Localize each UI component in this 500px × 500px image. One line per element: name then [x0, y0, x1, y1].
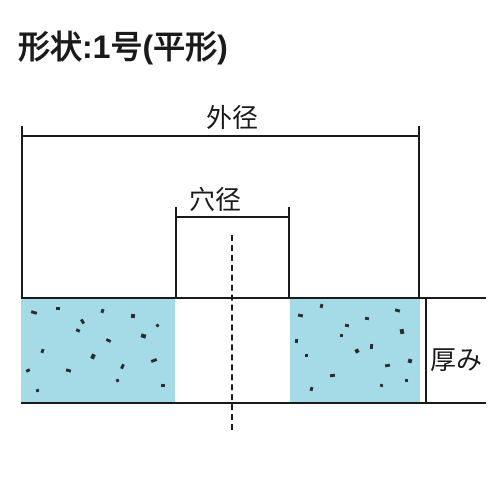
speckle — [100, 309, 104, 314]
bore-diameter-label: 穴径 — [189, 180, 241, 217]
speckle — [106, 338, 112, 343]
speckle — [80, 319, 85, 325]
speckle — [365, 317, 369, 321]
speckle — [56, 307, 60, 310]
speckle — [310, 387, 314, 392]
speckle — [395, 308, 401, 312]
speckle — [120, 364, 125, 370]
bore-ext-left — [175, 216, 177, 297]
outer-dim-line — [21, 135, 420, 137]
wheel-section-left — [21, 299, 175, 402]
bore-ext-right — [288, 216, 290, 297]
centerline — [231, 235, 233, 430]
speckle — [408, 359, 413, 364]
speckle — [151, 358, 158, 363]
speckle — [31, 310, 38, 315]
speckle — [66, 368, 72, 372]
speckle — [405, 379, 408, 382]
speckle — [131, 314, 135, 318]
speckle — [26, 368, 31, 372]
speckle — [155, 323, 159, 327]
speckle — [76, 328, 81, 332]
speckle — [305, 354, 308, 357]
outer-diameter-label: 外径 — [206, 98, 258, 135]
speckle — [400, 329, 405, 335]
speckle — [370, 344, 373, 349]
speckle — [161, 384, 165, 387]
shape-title: 形状:1号(平形) — [18, 22, 228, 68]
thickness-tick-bottom — [416, 402, 434, 404]
speckle — [295, 339, 298, 343]
wheel-section-right — [290, 299, 420, 402]
speckle — [385, 364, 390, 368]
outer-ext-right — [418, 135, 420, 297]
speckle — [330, 374, 335, 377]
outer-ext-left — [21, 135, 23, 297]
speckle — [36, 389, 40, 393]
speckle — [141, 333, 147, 338]
thickness-dim-line — [425, 297, 427, 402]
speckle — [298, 314, 303, 318]
speckle — [90, 353, 96, 359]
speckle — [40, 349, 44, 354]
thickness-label: 厚み — [430, 340, 482, 377]
speckle — [380, 384, 384, 388]
speckle — [320, 304, 324, 309]
speckle — [354, 348, 359, 353]
speckle — [345, 324, 349, 328]
speckle — [340, 334, 343, 337]
speckle — [116, 379, 120, 383]
